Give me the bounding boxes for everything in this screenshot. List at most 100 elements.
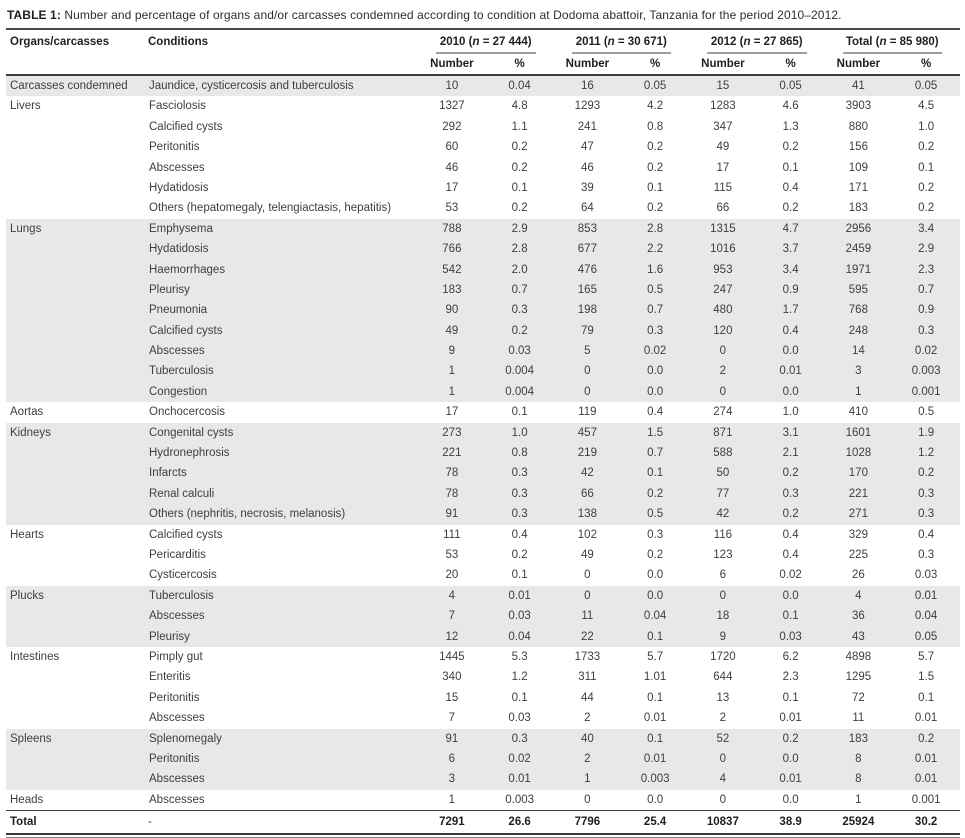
- value-cell: 0.1: [647, 691, 664, 704]
- value-cell: 0.4: [647, 406, 664, 419]
- organ-cell: [6, 504, 144, 524]
- value-cell: 46: [580, 161, 594, 174]
- value-cell: 0.2: [647, 161, 664, 174]
- value-cell: 78: [445, 467, 459, 480]
- organ-cell: Lungs: [10, 222, 42, 235]
- value-cell: 0.01: [779, 365, 802, 378]
- value-cell: 53: [445, 548, 459, 561]
- value-cell: 0.05: [914, 630, 938, 643]
- year-group-label-2011: 2011 (n = 30 671): [571, 35, 671, 54]
- value-cell: 274: [713, 406, 733, 419]
- value-cell: 8: [855, 773, 862, 786]
- value-cell: 44: [580, 691, 594, 704]
- value-cell: 1: [855, 793, 862, 806]
- organ-cell: Aortas: [10, 406, 44, 419]
- value-cell: 72: [851, 691, 865, 704]
- table-row: Carcasses condemned Jaundice, cysticercos…: [6, 75, 960, 97]
- value-cell: 2.3: [918, 263, 935, 276]
- condition-cell: Pneumonia: [149, 304, 208, 317]
- condition-cell: Peritonitis: [149, 141, 200, 154]
- value-cell: 183: [442, 283, 462, 296]
- organ-cell: [6, 280, 144, 300]
- value-cell: 0.004: [505, 365, 535, 378]
- value-cell: 0.0: [647, 385, 664, 398]
- table-row: Tuberculosis 1 0.004 0 0.0 2 0.01 3 0.003: [6, 361, 960, 382]
- value-cell: 0.0: [782, 385, 799, 398]
- table-row: Kidneys Congenital cysts 273 1.0 457 1.5 871 3.…: [6, 422, 960, 444]
- condition-cell: Jaundice, cysticercosis and tuberculosis: [149, 80, 354, 92]
- n-value: = 85 980): [886, 36, 939, 48]
- year-group-header-2012: 2012 (n = 27 865): [689, 29, 825, 54]
- value-cell: 0.0: [647, 569, 664, 582]
- value-cell: 0.01: [779, 712, 802, 725]
- value-cell: 4.8: [511, 100, 528, 113]
- value-cell: 5: [584, 345, 591, 358]
- value-cell: 77: [716, 487, 730, 500]
- total-row: Total - 7291 26.6 7796 25.4 10837 38.9 25924 30.2: [6, 810, 960, 835]
- table-row: Renal calculi 78 0.3 66 0.2 77 0.3 221 0.3: [6, 483, 960, 505]
- percent-column-header: %: [785, 58, 796, 70]
- value-cell: 4898: [845, 650, 872, 663]
- value-cell: 43: [851, 630, 865, 643]
- value-cell: 0.04: [914, 610, 938, 623]
- value-cell: 0.3: [511, 487, 528, 500]
- total-label-cell: Total: [10, 815, 37, 828]
- value-cell: 3.7: [782, 243, 799, 256]
- table-row: Peritonitis 15 0.1 44 0.1 13 0.1 72 0.1: [6, 688, 960, 708]
- condition-cell: Infarcts: [149, 467, 187, 480]
- percent-column-header: %: [514, 58, 525, 70]
- value-cell: 0.7: [647, 447, 664, 460]
- value-cell: 2: [719, 712, 727, 725]
- value-cell: 6: [448, 752, 456, 765]
- value-cell: 1016: [710, 243, 736, 256]
- year-group-header-total: Total (n = 85 980): [825, 29, 961, 54]
- value-cell: 0.4: [782, 548, 799, 561]
- value-cell: 457: [577, 426, 597, 439]
- table-caption-label: TABLE 1:: [7, 8, 61, 22]
- value-cell: 183: [848, 202, 868, 215]
- value-cell: 0.0: [782, 589, 799, 602]
- value-cell: 0.02: [643, 345, 667, 358]
- value-cell: 1.2: [918, 447, 935, 460]
- value-cell: 0.3: [782, 487, 799, 500]
- value-cell: 2.2: [647, 243, 664, 256]
- value-cell: 0: [584, 793, 591, 806]
- value-cell: 0.3: [918, 324, 935, 337]
- condition-cell: Abscesses: [149, 712, 205, 725]
- value-cell: 0.1: [647, 630, 664, 643]
- condition-cell: Abscesses: [149, 793, 205, 806]
- value-cell: 677: [577, 243, 597, 256]
- total-value-cell: 7291: [439, 815, 465, 828]
- year-label: 2010 (: [439, 36, 473, 48]
- value-cell: 46: [445, 161, 459, 174]
- organ-cell: [6, 260, 144, 280]
- conditions-column-header: Conditions: [148, 36, 209, 48]
- value-cell: 271: [848, 508, 868, 521]
- value-cell: 347: [713, 120, 733, 133]
- value-cell: 0.0: [782, 345, 799, 358]
- organ-cell: [6, 341, 144, 361]
- value-cell: 0.05: [914, 80, 938, 92]
- condition-cell: Splenomegaly: [149, 732, 222, 745]
- table-row: Hydatidosis 766 2.8 677 2.2 1016 3.7 2459 2.9: [6, 239, 960, 260]
- value-cell: 410: [848, 406, 868, 419]
- value-cell: 9: [448, 345, 456, 358]
- condition-cell: Others (hepatomegaly, telengiactasis, he…: [149, 202, 392, 215]
- organ-cell: Spleens: [10, 732, 52, 745]
- organ-cell: [6, 688, 144, 708]
- value-cell: 60: [445, 141, 459, 154]
- value-cell: 2459: [845, 243, 872, 256]
- value-cell: 90: [445, 304, 459, 317]
- value-cell: 4.2: [647, 100, 664, 113]
- value-cell: 16: [580, 80, 594, 92]
- value-cell: 138: [577, 508, 597, 521]
- value-cell: 0.04: [508, 630, 531, 643]
- value-cell: 165: [577, 283, 597, 296]
- value-cell: 9: [719, 630, 727, 643]
- value-cell: 66: [716, 202, 730, 215]
- value-cell: 26: [851, 569, 865, 582]
- table-row: Abscesses 9 0.03 5 0.02 0 0.0 14 0.02: [6, 341, 960, 362]
- organ-cell: [6, 769, 144, 789]
- value-cell: 0: [584, 385, 591, 398]
- value-cell: 4: [719, 773, 727, 786]
